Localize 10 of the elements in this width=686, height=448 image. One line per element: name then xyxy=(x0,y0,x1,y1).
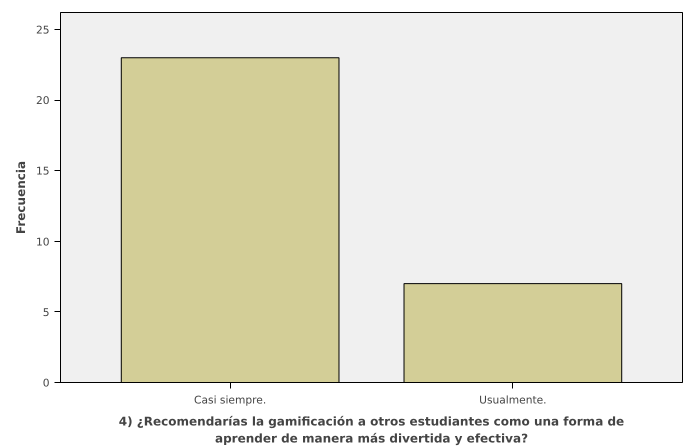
y-tick-label: 25 xyxy=(36,23,50,36)
y-tick-label: 0 xyxy=(42,376,50,390)
x-tick-label: Usualmente. xyxy=(479,394,547,406)
y-tick-label: 10 xyxy=(36,235,50,248)
y-tick-label: 5 xyxy=(42,306,50,319)
y-axis-title: Frecuencia xyxy=(14,160,28,234)
x-axis-title: 4) ¿Recomendarías la gamificación a otros estudiantes como una forma de aprender de manera más divertida y efectiva? xyxy=(118,414,624,446)
y-tick-label: 15 xyxy=(36,164,50,178)
y-tick-label: 20 xyxy=(36,94,50,108)
x-tick-label: Casi siempre. xyxy=(194,394,266,406)
